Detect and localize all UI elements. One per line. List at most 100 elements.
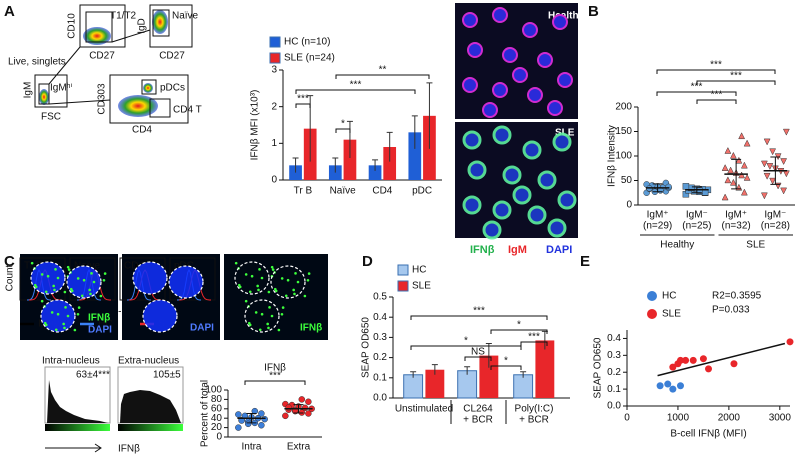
stain-label: IgM <box>508 244 527 256</box>
speckle <box>292 288 295 292</box>
point <box>780 187 788 195</box>
sig-bracket <box>490 365 522 370</box>
speckle <box>294 272 297 275</box>
speckle <box>82 278 86 282</box>
nucleus-outline <box>244 299 280 333</box>
speckle <box>43 321 47 325</box>
legend-swatch <box>647 291 657 301</box>
cell <box>547 100 563 116</box>
nucleus-outline <box>234 261 270 295</box>
point <box>721 164 729 171</box>
panel-label: E <box>580 253 590 270</box>
point <box>244 420 252 428</box>
speckle <box>80 294 84 298</box>
sig-label: *** <box>473 306 485 317</box>
bar <box>343 139 357 180</box>
nucleus <box>169 266 203 298</box>
hist-xlabel: IFNβ <box>118 444 140 455</box>
nucleus-outline <box>270 265 306 299</box>
error-bar <box>426 82 433 149</box>
point <box>305 410 312 417</box>
bar <box>383 147 397 180</box>
x-tick-label: 1000 <box>667 413 690 424</box>
point <box>676 356 684 364</box>
speckle <box>303 294 307 298</box>
speckle <box>53 288 56 292</box>
x-tick-sublabel: (n=25) <box>682 221 711 232</box>
sig-bracket <box>295 103 311 108</box>
speckle <box>54 268 57 271</box>
sd-bar <box>652 183 663 193</box>
point <box>724 176 732 184</box>
cell <box>492 125 512 145</box>
point <box>760 192 768 200</box>
speckle <box>270 265 274 269</box>
speckle <box>267 290 271 294</box>
y-tick-label: 0.1 <box>373 372 387 383</box>
sig-label: * <box>517 320 521 331</box>
chart-title: IFNβ <box>264 363 286 374</box>
cell <box>492 82 508 98</box>
sig-bracket <box>410 315 548 320</box>
point <box>682 356 690 364</box>
y-axis-label: SEAP OD650 <box>361 317 372 378</box>
speckle <box>66 314 70 318</box>
flow-box <box>79 4 126 48</box>
x-tick-label: + BCR <box>519 415 549 426</box>
legend-swatch <box>269 52 281 64</box>
sig-label: *** <box>350 80 362 91</box>
sig-label: * <box>464 336 468 347</box>
image-label: DAPI <box>190 323 214 334</box>
error-bar <box>431 364 438 375</box>
flow-box <box>149 4 193 48</box>
x-tick-label: Intra <box>241 442 261 453</box>
x-tick-label: 0 <box>624 413 630 424</box>
y-tick-label: 0.4 <box>607 333 621 344</box>
flow-density <box>118 95 158 117</box>
legend-label: SLE <box>412 281 431 292</box>
speckle <box>296 280 300 284</box>
speckle <box>54 328 58 332</box>
hist-ylabel: Count <box>5 264 16 291</box>
cell <box>537 170 557 190</box>
point <box>730 360 738 368</box>
axis-label: IgM <box>23 82 34 99</box>
cell <box>502 165 522 185</box>
x-tick-label: Poly(I:C) <box>515 404 554 415</box>
point <box>665 183 672 191</box>
speckle <box>306 278 310 282</box>
point <box>782 170 790 178</box>
legend-swatch <box>397 280 409 292</box>
gate-label: CD4 T <box>173 105 202 116</box>
y-tick-label: 1 <box>271 138 277 149</box>
x-tick-sublabel: (n=32) <box>722 221 751 232</box>
nucleus <box>133 262 167 294</box>
speckle <box>234 261 238 265</box>
cell <box>462 195 482 215</box>
speckle <box>256 284 259 288</box>
panel-label: A <box>4 3 15 20</box>
hist-xlabel: IFNβ-FITC <box>96 307 143 318</box>
sig-label: *** <box>297 94 309 105</box>
error-bar <box>346 120 353 158</box>
hist-title: Tr B <box>24 261 43 272</box>
y-tick-label: 2 <box>271 101 277 112</box>
point <box>261 415 268 423</box>
flow-density <box>152 10 168 34</box>
y-tick-label: 20 <box>211 422 223 433</box>
speckle <box>40 273 44 276</box>
speckle <box>244 299 248 303</box>
speckle <box>46 274 50 278</box>
bar <box>425 369 445 398</box>
point <box>782 128 790 136</box>
point <box>721 193 729 201</box>
speckle <box>56 312 60 316</box>
image-label: IFNβ <box>300 323 322 334</box>
speckle <box>280 277 284 280</box>
point <box>305 398 312 405</box>
speckle <box>63 290 67 294</box>
axis-label: CD10 <box>67 13 78 39</box>
y-tick-label: 0.3 <box>607 350 621 361</box>
legend-swatch <box>647 309 657 319</box>
speckle <box>247 321 251 325</box>
